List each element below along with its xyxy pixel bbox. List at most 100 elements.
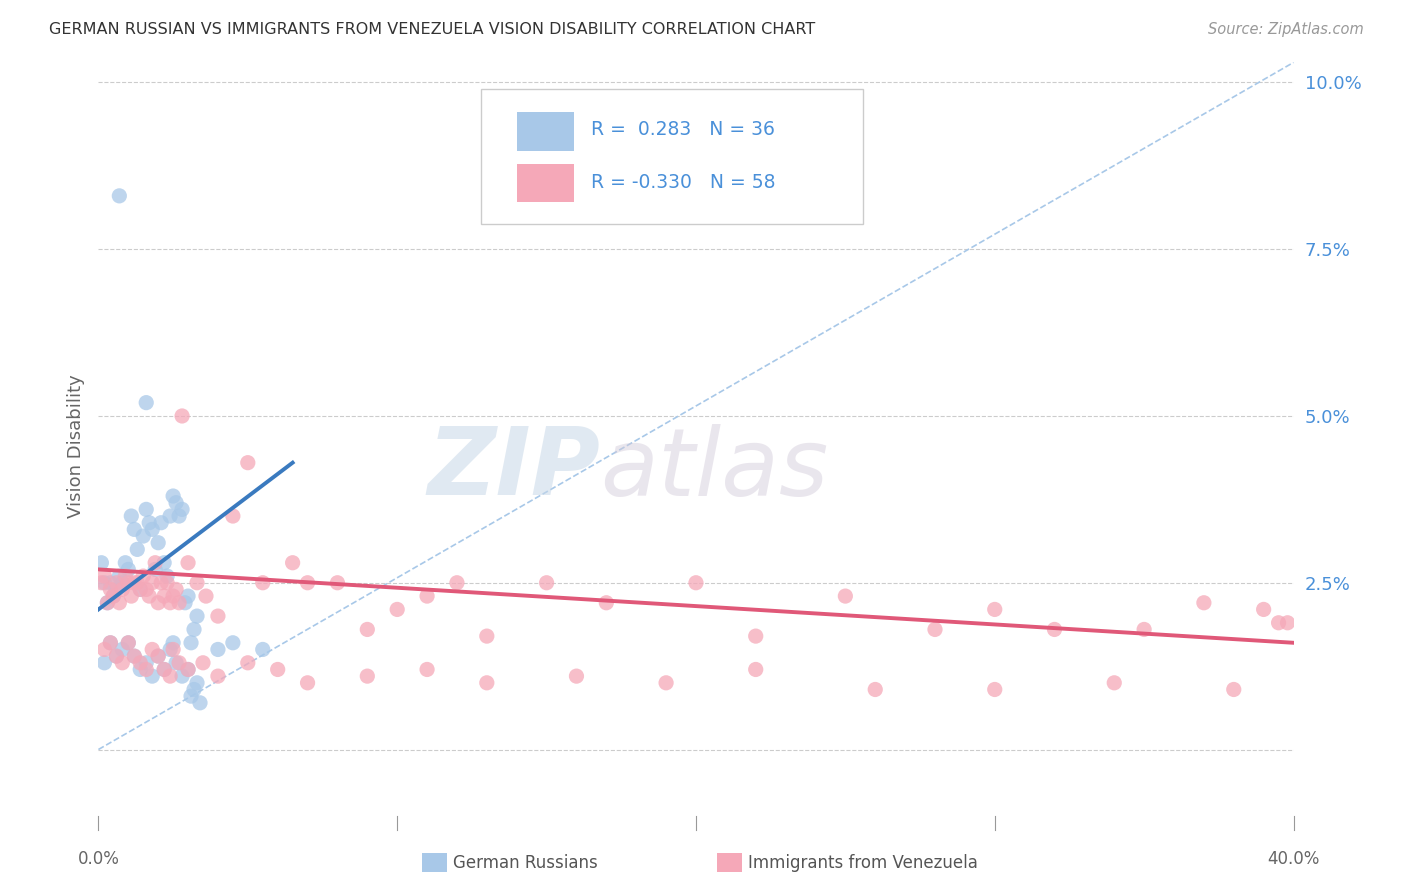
Text: R = -0.330   N = 58: R = -0.330 N = 58 [591, 173, 775, 193]
Point [108, 569, 131, 583]
Point [150, 516, 173, 530]
Point [745, 663, 768, 677]
Point [1133, 623, 1156, 637]
Point [222, 509, 245, 524]
Point [153, 589, 176, 603]
Point [153, 556, 176, 570]
Point [129, 656, 152, 670]
Point [117, 636, 139, 650]
Point [132, 529, 155, 543]
Point [127, 542, 149, 557]
Bar [517, 112, 574, 151]
Point [135, 663, 157, 677]
Point [148, 649, 170, 664]
Point [129, 582, 152, 597]
Point [1277, 615, 1299, 630]
Point [114, 556, 136, 570]
Point [165, 656, 187, 670]
Point [222, 636, 245, 650]
Point [156, 575, 179, 590]
Point [745, 629, 768, 643]
Text: 40.0%: 40.0% [1267, 849, 1320, 868]
Point [135, 395, 157, 409]
Point [148, 596, 170, 610]
Point [132, 569, 155, 583]
Point [124, 575, 146, 590]
Point [98, 636, 122, 650]
Point [120, 589, 142, 603]
Point [124, 649, 146, 664]
Point [1192, 596, 1215, 610]
Text: Immigrants from Venezuela: Immigrants from Venezuela [748, 854, 977, 871]
Point [924, 623, 946, 637]
Point [416, 589, 439, 603]
Point [162, 636, 184, 650]
Point [1043, 623, 1066, 637]
Point [98, 575, 122, 590]
Point [135, 656, 157, 670]
Point [153, 663, 176, 677]
Point [162, 489, 184, 503]
Point [96, 596, 118, 610]
Point [117, 636, 139, 650]
Point [172, 409, 194, 423]
Point [207, 609, 229, 624]
Point [186, 675, 208, 690]
Point [98, 582, 122, 597]
Text: ZIP: ZIP [427, 423, 600, 515]
Point [141, 669, 163, 683]
Point [207, 669, 229, 683]
Point [172, 502, 194, 516]
Point [120, 509, 142, 524]
Point [135, 502, 157, 516]
Point [93, 656, 115, 670]
Point [153, 663, 176, 677]
Point [252, 575, 274, 590]
Point [177, 589, 200, 603]
Point [167, 596, 190, 610]
Point [183, 682, 205, 697]
Point [297, 575, 319, 590]
Point [183, 623, 205, 637]
Point [865, 682, 887, 697]
Point [111, 575, 134, 590]
Point [114, 569, 136, 583]
Text: 0.0%: 0.0% [77, 849, 120, 868]
Point [281, 556, 304, 570]
Point [165, 582, 187, 597]
Point [180, 689, 202, 703]
Point [138, 589, 160, 603]
Point [180, 636, 202, 650]
Point [156, 569, 179, 583]
Point [565, 669, 588, 683]
Point [172, 669, 194, 683]
Point [98, 636, 122, 650]
Point [93, 569, 115, 583]
Point [127, 575, 149, 590]
Point [135, 582, 157, 597]
Point [90, 556, 112, 570]
Point [984, 682, 1007, 697]
Point [141, 642, 163, 657]
Point [207, 642, 229, 657]
Point [143, 562, 166, 576]
Point [655, 675, 678, 690]
Point [356, 669, 378, 683]
Text: German Russians: German Russians [453, 854, 598, 871]
Point [93, 642, 115, 657]
Point [105, 649, 128, 664]
Point [1267, 615, 1289, 630]
Point [129, 663, 152, 677]
Point [188, 696, 211, 710]
Point [834, 589, 856, 603]
Text: GERMAN RUSSIAN VS IMMIGRANTS FROM VENEZUELA VISION DISABILITY CORRELATION CHART: GERMAN RUSSIAN VS IMMIGRANTS FROM VENEZU… [49, 22, 815, 37]
Point [177, 663, 200, 677]
Point [236, 656, 259, 670]
Point [129, 582, 152, 597]
Point [446, 575, 468, 590]
Point [108, 189, 131, 203]
Point [141, 575, 163, 590]
Y-axis label: Vision Disability: Vision Disability [66, 374, 84, 518]
Point [143, 556, 166, 570]
Point [385, 602, 409, 616]
